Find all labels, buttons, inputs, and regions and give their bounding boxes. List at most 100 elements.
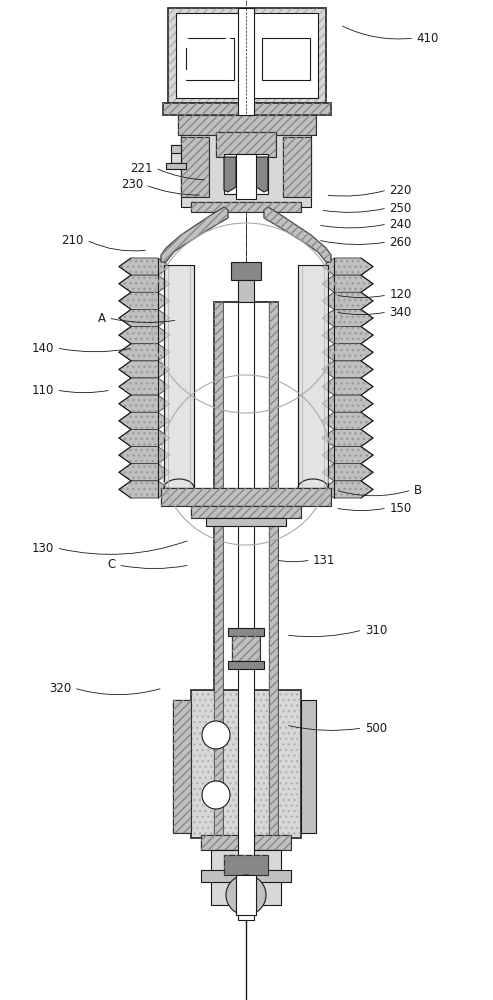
Polygon shape — [322, 429, 373, 447]
Circle shape — [202, 721, 230, 749]
Bar — [191, 690, 301, 838]
Bar — [163, 103, 331, 115]
Bar — [164, 265, 194, 488]
Bar — [216, 132, 276, 157]
Text: B: B — [414, 484, 422, 496]
Polygon shape — [322, 292, 373, 309]
Text: 120: 120 — [389, 288, 412, 302]
Bar — [232, 636, 260, 661]
Polygon shape — [322, 309, 373, 327]
Bar — [236, 875, 256, 915]
Bar — [201, 835, 291, 850]
Bar — [214, 302, 278, 840]
Circle shape — [181, 38, 191, 48]
Polygon shape — [322, 412, 373, 429]
Polygon shape — [322, 275, 373, 292]
Bar — [164, 265, 194, 488]
Circle shape — [223, 70, 233, 80]
Polygon shape — [322, 258, 373, 275]
Text: 250: 250 — [389, 202, 412, 215]
Polygon shape — [119, 361, 170, 378]
Bar — [191, 202, 301, 212]
Bar — [214, 302, 223, 840]
Bar — [238, 280, 254, 302]
Bar — [191, 202, 301, 212]
Text: A: A — [98, 312, 106, 324]
Bar — [232, 636, 260, 661]
Bar — [228, 661, 264, 669]
Text: C: C — [107, 558, 116, 572]
Polygon shape — [119, 309, 170, 327]
Text: 130: 130 — [32, 542, 54, 554]
Polygon shape — [256, 157, 268, 192]
Bar — [206, 518, 286, 526]
Text: 230: 230 — [121, 178, 143, 192]
Bar — [181, 137, 209, 197]
Polygon shape — [322, 447, 373, 464]
Bar — [201, 835, 291, 850]
Bar — [191, 506, 301, 518]
Text: 221: 221 — [130, 161, 153, 174]
Polygon shape — [322, 481, 373, 498]
Polygon shape — [224, 157, 236, 192]
Bar — [224, 855, 268, 875]
Bar — [191, 506, 301, 518]
Text: 260: 260 — [389, 235, 412, 248]
Bar — [224, 855, 268, 875]
Bar — [298, 265, 328, 488]
Polygon shape — [119, 275, 170, 292]
Bar — [178, 115, 316, 135]
Bar — [181, 132, 311, 207]
Bar — [269, 302, 278, 840]
Text: 110: 110 — [32, 383, 54, 396]
Polygon shape — [119, 429, 170, 447]
Bar — [166, 163, 186, 169]
Bar — [171, 145, 181, 153]
Bar — [211, 850, 281, 905]
Bar — [171, 145, 181, 163]
Text: 240: 240 — [389, 218, 412, 231]
Bar — [161, 488, 331, 506]
Bar — [238, 8, 254, 115]
Bar — [283, 137, 311, 197]
Bar — [176, 13, 318, 98]
Bar — [168, 8, 326, 103]
Polygon shape — [161, 207, 228, 262]
Text: 340: 340 — [389, 306, 412, 318]
Bar — [191, 690, 301, 838]
Bar — [163, 103, 331, 115]
Bar — [283, 137, 311, 197]
Bar — [178, 115, 316, 135]
Bar — [224, 154, 268, 194]
Bar — [201, 870, 291, 882]
Polygon shape — [322, 464, 373, 481]
Polygon shape — [322, 378, 373, 395]
Bar — [231, 262, 261, 280]
Bar — [238, 302, 254, 920]
Polygon shape — [119, 464, 170, 481]
Circle shape — [226, 875, 266, 915]
Bar — [228, 628, 264, 636]
Bar — [298, 265, 328, 488]
Polygon shape — [119, 292, 170, 309]
Bar — [269, 302, 278, 840]
Text: 310: 310 — [365, 624, 387, 637]
Text: 210: 210 — [62, 233, 84, 246]
Polygon shape — [264, 207, 331, 262]
Polygon shape — [322, 344, 373, 361]
Circle shape — [202, 781, 230, 809]
Bar — [301, 700, 316, 833]
Polygon shape — [119, 344, 170, 361]
Text: 320: 320 — [49, 682, 71, 694]
Text: 410: 410 — [417, 31, 439, 44]
Bar — [181, 137, 209, 197]
Polygon shape — [119, 447, 170, 464]
Polygon shape — [119, 481, 170, 498]
Bar — [168, 8, 326, 103]
Text: 131: 131 — [313, 554, 335, 566]
Bar — [173, 700, 191, 833]
Polygon shape — [119, 378, 170, 395]
Polygon shape — [119, 258, 170, 275]
Bar — [161, 488, 331, 506]
Circle shape — [223, 38, 233, 48]
